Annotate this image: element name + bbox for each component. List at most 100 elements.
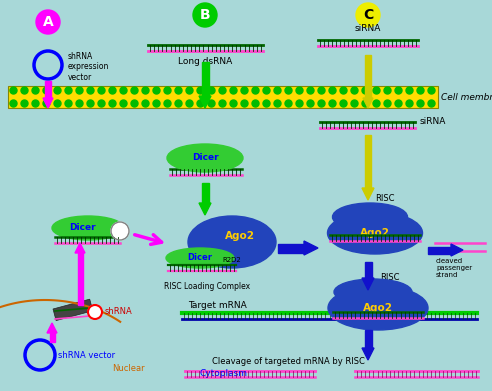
- Bar: [53, 299, 93, 321]
- Text: Cytoplasm: Cytoplasm: [200, 369, 248, 378]
- Circle shape: [285, 87, 292, 94]
- Circle shape: [21, 100, 28, 107]
- Circle shape: [230, 100, 237, 107]
- Circle shape: [384, 100, 391, 107]
- Circle shape: [263, 87, 270, 94]
- Polygon shape: [75, 243, 85, 253]
- Circle shape: [197, 87, 204, 94]
- Circle shape: [109, 87, 116, 94]
- Text: Ago2: Ago2: [360, 228, 390, 238]
- Circle shape: [54, 100, 61, 107]
- Text: Long dsRNA: Long dsRNA: [178, 57, 232, 66]
- Circle shape: [36, 10, 60, 34]
- Text: Nuclear: Nuclear: [112, 364, 145, 373]
- Circle shape: [208, 100, 215, 107]
- Circle shape: [142, 87, 149, 94]
- Circle shape: [98, 87, 105, 94]
- Circle shape: [142, 100, 149, 107]
- Circle shape: [351, 87, 358, 94]
- Bar: [278, 244, 304, 253]
- Circle shape: [175, 87, 182, 94]
- Circle shape: [87, 87, 94, 94]
- Circle shape: [120, 100, 127, 107]
- Bar: [365, 330, 371, 348]
- Text: cleaved
passenger
strand: cleaved passenger strand: [436, 258, 472, 278]
- Ellipse shape: [166, 248, 234, 268]
- Circle shape: [21, 87, 28, 94]
- Circle shape: [329, 87, 336, 94]
- Polygon shape: [43, 98, 53, 108]
- Circle shape: [362, 87, 369, 94]
- Polygon shape: [199, 96, 211, 108]
- Circle shape: [175, 100, 182, 107]
- Text: shRNA vector: shRNA vector: [58, 350, 115, 359]
- Circle shape: [98, 100, 105, 107]
- Circle shape: [351, 100, 358, 107]
- Circle shape: [197, 100, 204, 107]
- Circle shape: [307, 87, 314, 94]
- Circle shape: [131, 100, 138, 107]
- Circle shape: [296, 100, 303, 107]
- Text: B: B: [200, 8, 210, 22]
- Circle shape: [120, 87, 127, 94]
- Text: Ago2: Ago2: [225, 231, 255, 241]
- Circle shape: [252, 87, 259, 94]
- Circle shape: [296, 87, 303, 94]
- Circle shape: [329, 100, 336, 107]
- Circle shape: [384, 87, 391, 94]
- Circle shape: [252, 100, 259, 107]
- Bar: [365, 262, 371, 278]
- Bar: [78, 253, 83, 305]
- Circle shape: [307, 100, 314, 107]
- Circle shape: [340, 100, 347, 107]
- Polygon shape: [47, 323, 57, 333]
- Text: shRNA
expression
vector: shRNA expression vector: [68, 52, 109, 82]
- Bar: [45, 81, 51, 98]
- Polygon shape: [362, 188, 374, 200]
- Circle shape: [219, 100, 226, 107]
- Text: Cleavage of targeted mRNA by RISC: Cleavage of targeted mRNA by RISC: [212, 357, 365, 366]
- Circle shape: [340, 87, 347, 94]
- Circle shape: [43, 87, 50, 94]
- Bar: [428, 246, 451, 253]
- Circle shape: [65, 87, 72, 94]
- Polygon shape: [451, 244, 463, 256]
- Text: Dicer: Dicer: [69, 224, 95, 233]
- Text: Target mRNA: Target mRNA: [188, 301, 247, 310]
- Ellipse shape: [188, 216, 276, 268]
- Ellipse shape: [328, 286, 428, 330]
- Circle shape: [373, 100, 380, 107]
- Circle shape: [10, 100, 17, 107]
- Circle shape: [219, 87, 226, 94]
- Bar: [50, 333, 55, 342]
- Bar: [365, 135, 371, 188]
- Text: RISC: RISC: [380, 273, 400, 283]
- Circle shape: [318, 100, 325, 107]
- Polygon shape: [363, 98, 373, 108]
- Polygon shape: [199, 203, 211, 215]
- Text: RISC Loading Complex: RISC Loading Complex: [164, 282, 250, 291]
- Circle shape: [131, 87, 138, 94]
- Text: Ago2: Ago2: [363, 303, 393, 313]
- Circle shape: [109, 100, 116, 107]
- Circle shape: [406, 100, 413, 107]
- Circle shape: [76, 87, 83, 94]
- Circle shape: [406, 87, 413, 94]
- Text: C: C: [363, 8, 373, 22]
- Circle shape: [274, 87, 281, 94]
- Circle shape: [32, 87, 39, 94]
- Circle shape: [417, 87, 424, 94]
- Text: Dicer: Dicer: [187, 253, 213, 262]
- Text: RISC: RISC: [375, 194, 395, 203]
- Circle shape: [428, 87, 435, 94]
- Bar: [8, 86, 438, 108]
- Text: shRNA: shRNA: [105, 307, 133, 316]
- Circle shape: [153, 100, 160, 107]
- Circle shape: [65, 100, 72, 107]
- Text: A: A: [43, 15, 53, 29]
- Circle shape: [263, 100, 270, 107]
- Circle shape: [395, 100, 402, 107]
- Text: Dicer: Dicer: [192, 154, 218, 163]
- Ellipse shape: [52, 216, 124, 240]
- Text: R2D2: R2D2: [222, 257, 242, 263]
